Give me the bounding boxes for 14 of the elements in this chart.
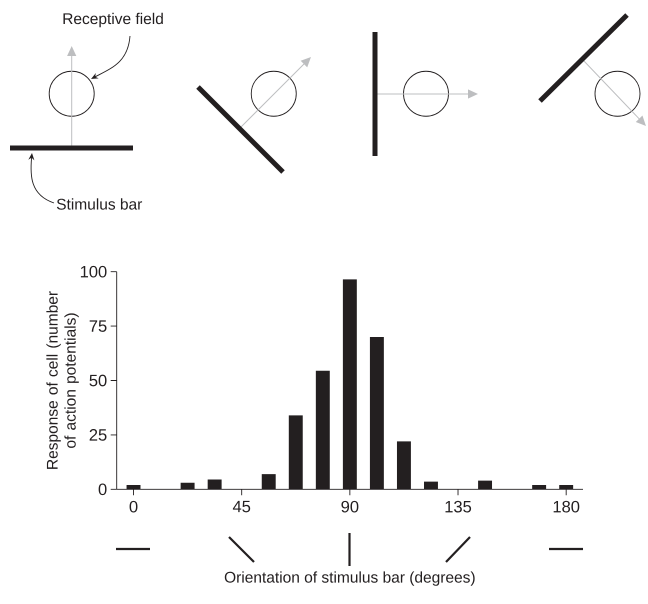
x-tick-label: 135 [446, 500, 472, 512]
text: Stimulus bar [56, 198, 142, 210]
y-tick-label: 0 [98, 483, 107, 496]
x-axis-title: Orientation of stimulus bar (degrees) [224, 571, 475, 586]
x-tick-label: 0 [130, 500, 138, 512]
y-tick-label: 75 [90, 320, 106, 332]
x-tick-label: 90 [341, 500, 358, 512]
y-tick-label: 25 [90, 429, 106, 441]
y-tick-label: 50 [89, 374, 107, 386]
text: Receptive field [63, 12, 163, 28]
y-axis-title: Response of cell (number of action potentials) [46, 291, 79, 469]
x-tick-label: 180 [554, 500, 580, 512]
y-tick-label: 100 [80, 266, 107, 278]
x-tick-label: 45 [232, 500, 250, 512]
